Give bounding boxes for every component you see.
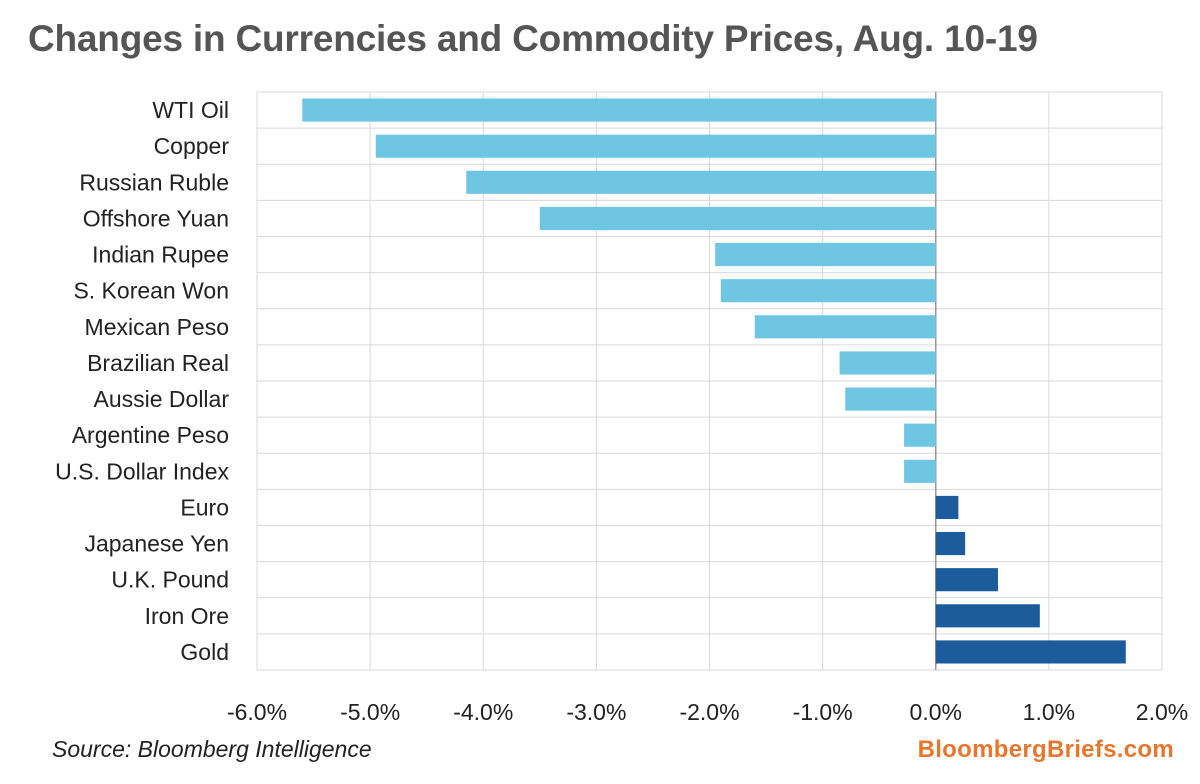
x-tick-label: -6.0% bbox=[227, 699, 287, 725]
category-label: Iron Ore bbox=[145, 603, 229, 629]
bar-u-s-dollar-index bbox=[904, 459, 936, 483]
bar-offshore-yuan bbox=[539, 206, 936, 230]
bars bbox=[302, 98, 1126, 664]
category-label: Russian Ruble bbox=[79, 169, 229, 195]
bar-mexican-peso bbox=[754, 315, 936, 339]
bar-brazilian-real bbox=[839, 351, 936, 375]
bar-aussie-dollar bbox=[845, 387, 936, 411]
category-label: WTI Oil bbox=[152, 97, 229, 123]
bar-russian-ruble bbox=[466, 170, 936, 194]
source-note: Source: Bloomberg Intelligence bbox=[52, 736, 372, 762]
brand-logo-text: BloombergBriefs.com bbox=[917, 736, 1174, 763]
bar-euro bbox=[935, 495, 959, 519]
category-label: S. Korean Won bbox=[73, 278, 229, 304]
bar-gold bbox=[935, 640, 1126, 664]
category-label: Aussie Dollar bbox=[94, 386, 230, 412]
category-label: Euro bbox=[180, 494, 229, 520]
category-label: Japanese Yen bbox=[84, 531, 229, 557]
grid-lines bbox=[256, 91, 1163, 671]
category-label: Argentine Peso bbox=[72, 422, 229, 448]
x-tick-label: -2.0% bbox=[679, 699, 739, 725]
category-labels: WTI Oil Copper Russian Ruble Offshore Yuan I… bbox=[55, 97, 229, 665]
x-tick-label: -5.0% bbox=[340, 699, 400, 725]
bar-japanese-yen bbox=[935, 532, 966, 556]
x-tick-label: -3.0% bbox=[566, 699, 626, 725]
category-label: Copper bbox=[154, 133, 230, 159]
bar-s-korean-won bbox=[720, 279, 936, 303]
x-tick-label: 0.0% bbox=[910, 699, 962, 725]
bar-copper bbox=[375, 134, 936, 158]
category-label: Offshore Yuan bbox=[83, 205, 229, 231]
chart-title: Changes in Currencies and Commodity Pric… bbox=[28, 18, 1038, 59]
category-label: Mexican Peso bbox=[85, 314, 229, 340]
bar-argentine-peso bbox=[904, 423, 936, 447]
x-tick-label: 2.0% bbox=[1136, 699, 1188, 725]
category-label: U.S. Dollar Index bbox=[55, 458, 229, 484]
x-tick-label: -4.0% bbox=[453, 699, 513, 725]
bar-indian-rupee bbox=[715, 243, 936, 267]
bar-u-k-pound bbox=[935, 568, 998, 592]
x-axis-tick-labels: -6.0% -5.0% -4.0% -3.0% -2.0% -1.0% 0.0% 1.0% 2.… bbox=[227, 699, 1188, 725]
category-label: Brazilian Real bbox=[87, 350, 229, 376]
x-tick-label: -1.0% bbox=[793, 699, 853, 725]
category-label: U.K. Pound bbox=[111, 567, 229, 593]
category-label: Gold bbox=[180, 639, 229, 665]
bar-iron-ore bbox=[935, 604, 1040, 628]
x-tick-label: 1.0% bbox=[1023, 699, 1075, 725]
category-label: Indian Rupee bbox=[92, 242, 229, 268]
bar-wti-oil bbox=[302, 98, 936, 122]
